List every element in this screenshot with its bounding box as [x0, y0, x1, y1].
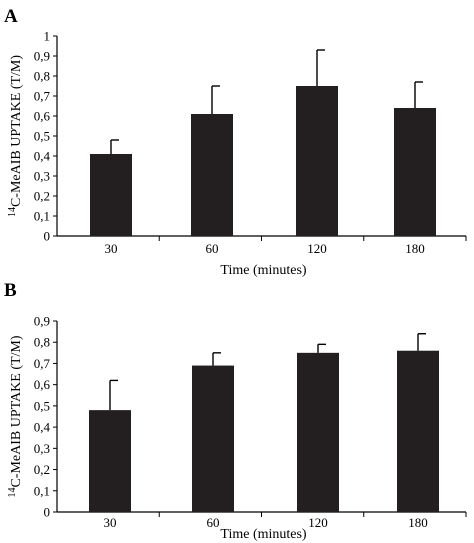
panel-b-x-tick-label-120: 120 — [308, 515, 328, 530]
panel-b-label: B — [4, 280, 17, 301]
panel-b-y-tick-label: 0,8 — [34, 335, 50, 350]
panel-b-y-tick-label: 0,7 — [34, 356, 51, 371]
panel-a-y-tick-label: 1 — [44, 29, 51, 44]
panel-b-x-axis-label: Time (minutes) — [220, 527, 307, 542]
panel-a-bar-120 — [296, 86, 338, 236]
panel-a-x-tick-label-60: 60 — [206, 241, 219, 256]
panel-a-y-tick-label: 0 — [44, 229, 51, 244]
panel-a-y-axis-label: 14C-MeAIB UPTAKE (T/M) — [7, 55, 25, 217]
panel-a-x-tick-label-180: 180 — [405, 241, 425, 256]
panel-a-y-tick-label: 0,5 — [34, 129, 50, 144]
panel-a-y-tick-label: 0,9 — [34, 49, 50, 64]
panel-b-y-tick-label: 0,6 — [34, 377, 51, 392]
panel-a-label: A — [4, 6, 18, 27]
panel-a-y-tick-label: 0,2 — [34, 189, 50, 204]
panel-b-y-tick-label: 0,2 — [34, 462, 50, 477]
panel-b-y-axis-label-superscript: 14 — [7, 488, 18, 498]
panel-b-y-tick-label: 0,5 — [34, 398, 50, 413]
panel-b-chart: B 0 0,1 0,2 0,3 0,4 0,5 0,6 0,7 0,8 0,9 30 60 120 180 T… — [4, 280, 467, 542]
panel-a-y-tick-label: 0,7 — [34, 89, 51, 104]
panel-b-y-tick-label: 0,1 — [34, 483, 50, 498]
panel-b-y-tick-label: 0 — [44, 505, 51, 520]
panel-b-x-tick-label-30: 30 — [104, 515, 117, 530]
panel-b-y-axis-label-text: C-MeAIB UPTAKE (T/M) — [9, 335, 24, 487]
panel-a-x-tick-label-120: 120 — [307, 241, 327, 256]
panel-a-y-tick-label: 0,3 — [34, 169, 50, 184]
panel-a-y-tick-label: 0,8 — [34, 69, 50, 84]
panel-b-bar-30 — [89, 410, 131, 512]
panel-a-y-tick-label: 0,1 — [34, 209, 50, 224]
panel-b-y-tick-label: 0,3 — [34, 441, 50, 456]
panel-b-y-tick-label: 0,9 — [34, 314, 50, 329]
panel-b-y-tick-label: 0,4 — [34, 420, 51, 435]
panel-a-bar-30 — [90, 154, 132, 236]
panel-b-y-axis-label: 14C-MeAIB UPTAKE (T/M) — [7, 335, 25, 497]
panel-a-x-tick-label-30: 30 — [105, 241, 118, 256]
panel-b-x-tick-label-60: 60 — [207, 515, 220, 530]
panel-a-y-tick-label: 0,4 — [34, 149, 51, 164]
panel-b-bar-60 — [192, 365, 234, 512]
panel-a-bar-60 — [191, 114, 233, 236]
panel-b-bar-120 — [297, 352, 339, 512]
panel-a-chart: A 0 0,1 0,2 0,3 0,4 0,5 0,6 0,7 0,8 0,9 1 30 60 120 180… — [4, 6, 467, 278]
panel-b-x-tick-label-180: 180 — [408, 515, 428, 530]
panel-a-x-axis-label: Time (minutes) — [220, 263, 307, 278]
panel-b-bar-180 — [397, 350, 439, 512]
panel-a-y-axis-label-superscript: 14 — [7, 207, 18, 217]
panel-a-y-tick-label: 0,6 — [34, 109, 51, 124]
panel-a-bar-180 — [394, 108, 436, 236]
panel-a-y-axis-label-text: C-MeAIB UPTAKE (T/M) — [9, 55, 24, 207]
